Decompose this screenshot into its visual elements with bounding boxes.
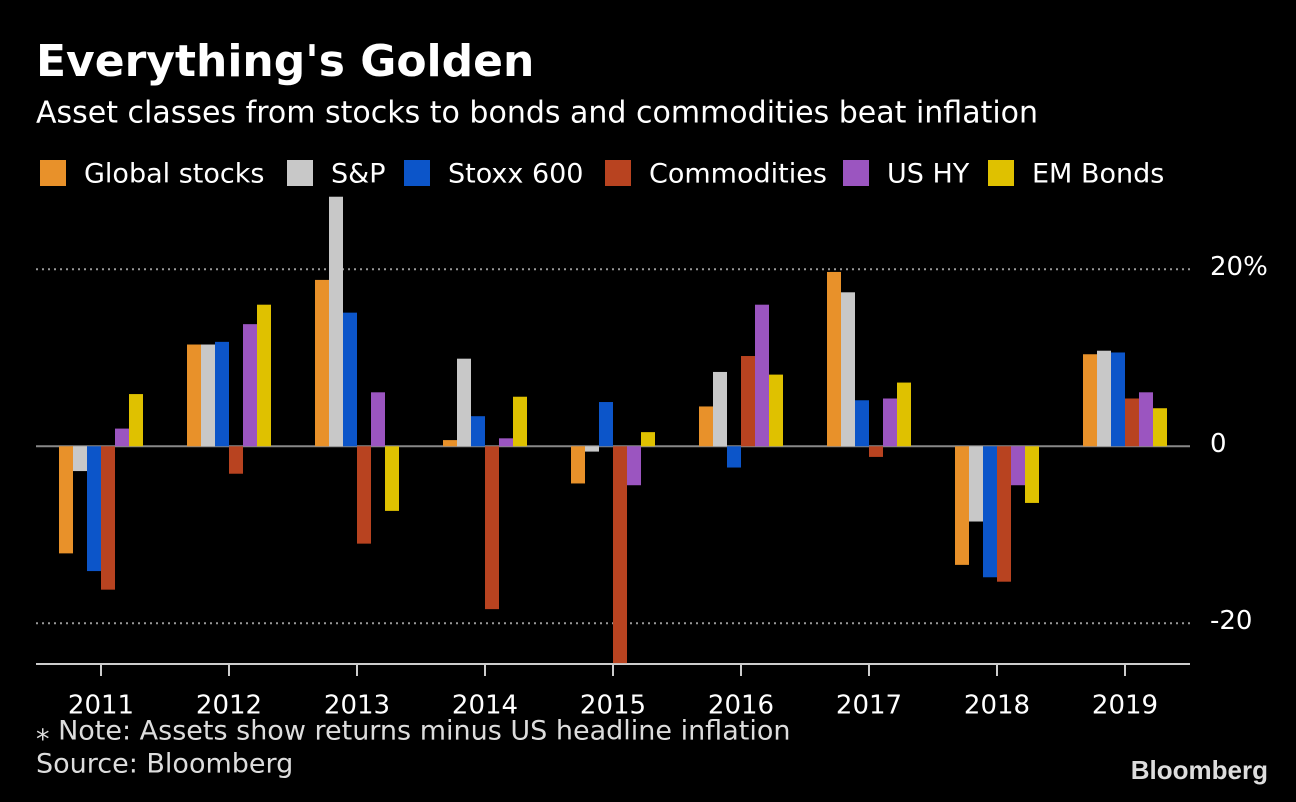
- bar: [457, 358, 471, 447]
- bar: [1097, 350, 1111, 447]
- bar: [727, 446, 741, 468]
- bar: [869, 446, 883, 457]
- bar: [59, 446, 73, 554]
- bar: [1111, 352, 1125, 447]
- bar: [471, 416, 485, 447]
- legend-swatch: [40, 160, 66, 186]
- bar: [115, 428, 129, 447]
- chart-subtitle: Asset classes from stocks to bonds and c…: [36, 96, 1038, 131]
- bar: [215, 341, 229, 447]
- legend-swatch: [287, 160, 313, 186]
- legend-label: US HY: [887, 159, 970, 190]
- y-tick-label: 0: [1210, 429, 1227, 459]
- chart-title: Everything's Golden: [36, 36, 534, 87]
- legend-label: Stoxx 600: [448, 159, 584, 190]
- y-tick-label: 20%: [1210, 252, 1268, 282]
- legend-swatch: [843, 160, 869, 186]
- x-tick-label: 2014: [452, 691, 518, 721]
- x-tick-label: 2018: [964, 691, 1030, 721]
- bar: [499, 438, 513, 447]
- x-tick-label: 2013: [324, 691, 390, 721]
- bar: [699, 406, 713, 447]
- legend-label: Global stocks: [84, 159, 264, 190]
- bar: [73, 446, 87, 472]
- bar: [613, 446, 627, 664]
- bar: [713, 371, 727, 447]
- bar: [741, 356, 755, 447]
- legend-swatch: [988, 160, 1014, 186]
- bar: [955, 446, 969, 565]
- bar: [187, 344, 201, 447]
- bar: [101, 446, 115, 590]
- bar: [827, 271, 841, 447]
- bar: [641, 432, 655, 447]
- x-tick-label: 2017: [836, 691, 902, 721]
- x-tick-label: 2012: [196, 691, 262, 721]
- bar: [371, 392, 385, 447]
- bar: [201, 344, 215, 447]
- legend-swatch: [404, 160, 430, 186]
- bar: [1139, 392, 1153, 447]
- bar: [129, 394, 143, 447]
- bar: [513, 396, 527, 447]
- bar: [755, 304, 769, 447]
- legend-label: Commodities: [649, 159, 827, 190]
- brand-logo: Bloomberg: [1131, 755, 1268, 785]
- bar: [1153, 408, 1167, 447]
- bar: [1083, 354, 1097, 447]
- bar: [1125, 398, 1139, 447]
- bar: [841, 292, 855, 447]
- bar: [385, 446, 399, 511]
- legend-label: S&P: [331, 159, 385, 190]
- legend-swatch: [605, 160, 631, 186]
- bar: [229, 446, 243, 474]
- bar: [343, 312, 357, 447]
- bar: [983, 446, 997, 578]
- bar: [769, 374, 783, 447]
- bar: [571, 446, 585, 484]
- x-tick-label: 2016: [708, 691, 774, 721]
- bar: [883, 398, 897, 447]
- bar: [855, 400, 869, 447]
- bar: [627, 446, 641, 486]
- bar: [969, 446, 983, 522]
- bar: [443, 440, 457, 447]
- bar: [329, 196, 343, 447]
- bar: [1011, 446, 1025, 486]
- bar: [897, 382, 911, 447]
- y-tick-label: -20: [1210, 606, 1252, 636]
- x-tick-label: 2011: [68, 691, 134, 721]
- bar: [599, 402, 613, 447]
- bar: [1025, 446, 1039, 503]
- x-tick-label: 2015: [580, 691, 646, 721]
- source: Source: Bloomberg: [36, 749, 293, 780]
- bar: [485, 446, 499, 610]
- bar: [357, 446, 371, 544]
- bar: [257, 304, 271, 447]
- legend-label: EM Bonds: [1032, 159, 1164, 190]
- x-tick-label: 2019: [1092, 691, 1158, 721]
- bar: [315, 279, 329, 447]
- bar: [585, 446, 599, 452]
- bar: [243, 324, 257, 447]
- note: ⁎ Note: Assets show returns minus US hea…: [36, 716, 790, 747]
- bar: [87, 446, 101, 572]
- bar: [997, 446, 1011, 582]
